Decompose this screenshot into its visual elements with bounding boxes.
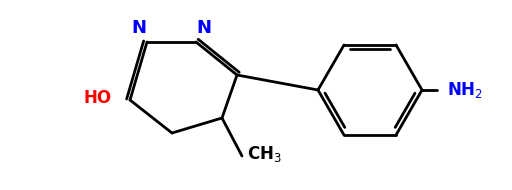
Text: CH$_3$: CH$_3$ [247, 144, 282, 164]
Text: HO: HO [84, 89, 112, 107]
Text: N: N [132, 19, 146, 37]
Text: NH$_2$: NH$_2$ [447, 80, 483, 100]
Text: N: N [197, 19, 211, 37]
